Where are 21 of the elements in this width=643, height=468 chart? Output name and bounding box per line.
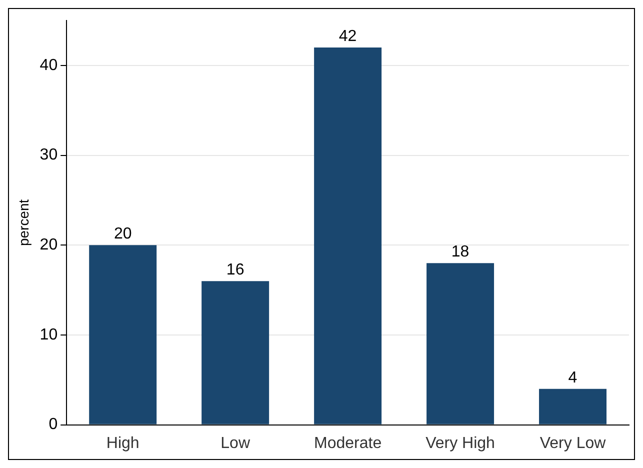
x-tick-label: Very High (426, 434, 495, 452)
y-tick-label: 30 (40, 146, 58, 164)
bar (89, 245, 157, 424)
x-tick-label: Moderate (314, 434, 382, 452)
x-tick-label: Very Low (540, 434, 606, 452)
bar (202, 281, 270, 424)
y-tick-label: 0 (48, 416, 58, 434)
bar (539, 388, 607, 424)
y-tick-label: 10 (40, 326, 58, 344)
bar (426, 263, 494, 424)
x-tick-label: High (106, 434, 140, 452)
data-label: 20 (114, 226, 132, 243)
data-label: 16 (226, 261, 244, 278)
x-tick-label: Low (220, 434, 250, 452)
data-label: 4 (568, 369, 578, 386)
bar (314, 48, 382, 424)
y-tick-label: 20 (40, 236, 58, 254)
y-axis-title: percent (15, 199, 32, 246)
data-label: 18 (451, 244, 470, 261)
y-tick-label: 40 (40, 56, 58, 74)
data-label: 42 (338, 28, 357, 45)
